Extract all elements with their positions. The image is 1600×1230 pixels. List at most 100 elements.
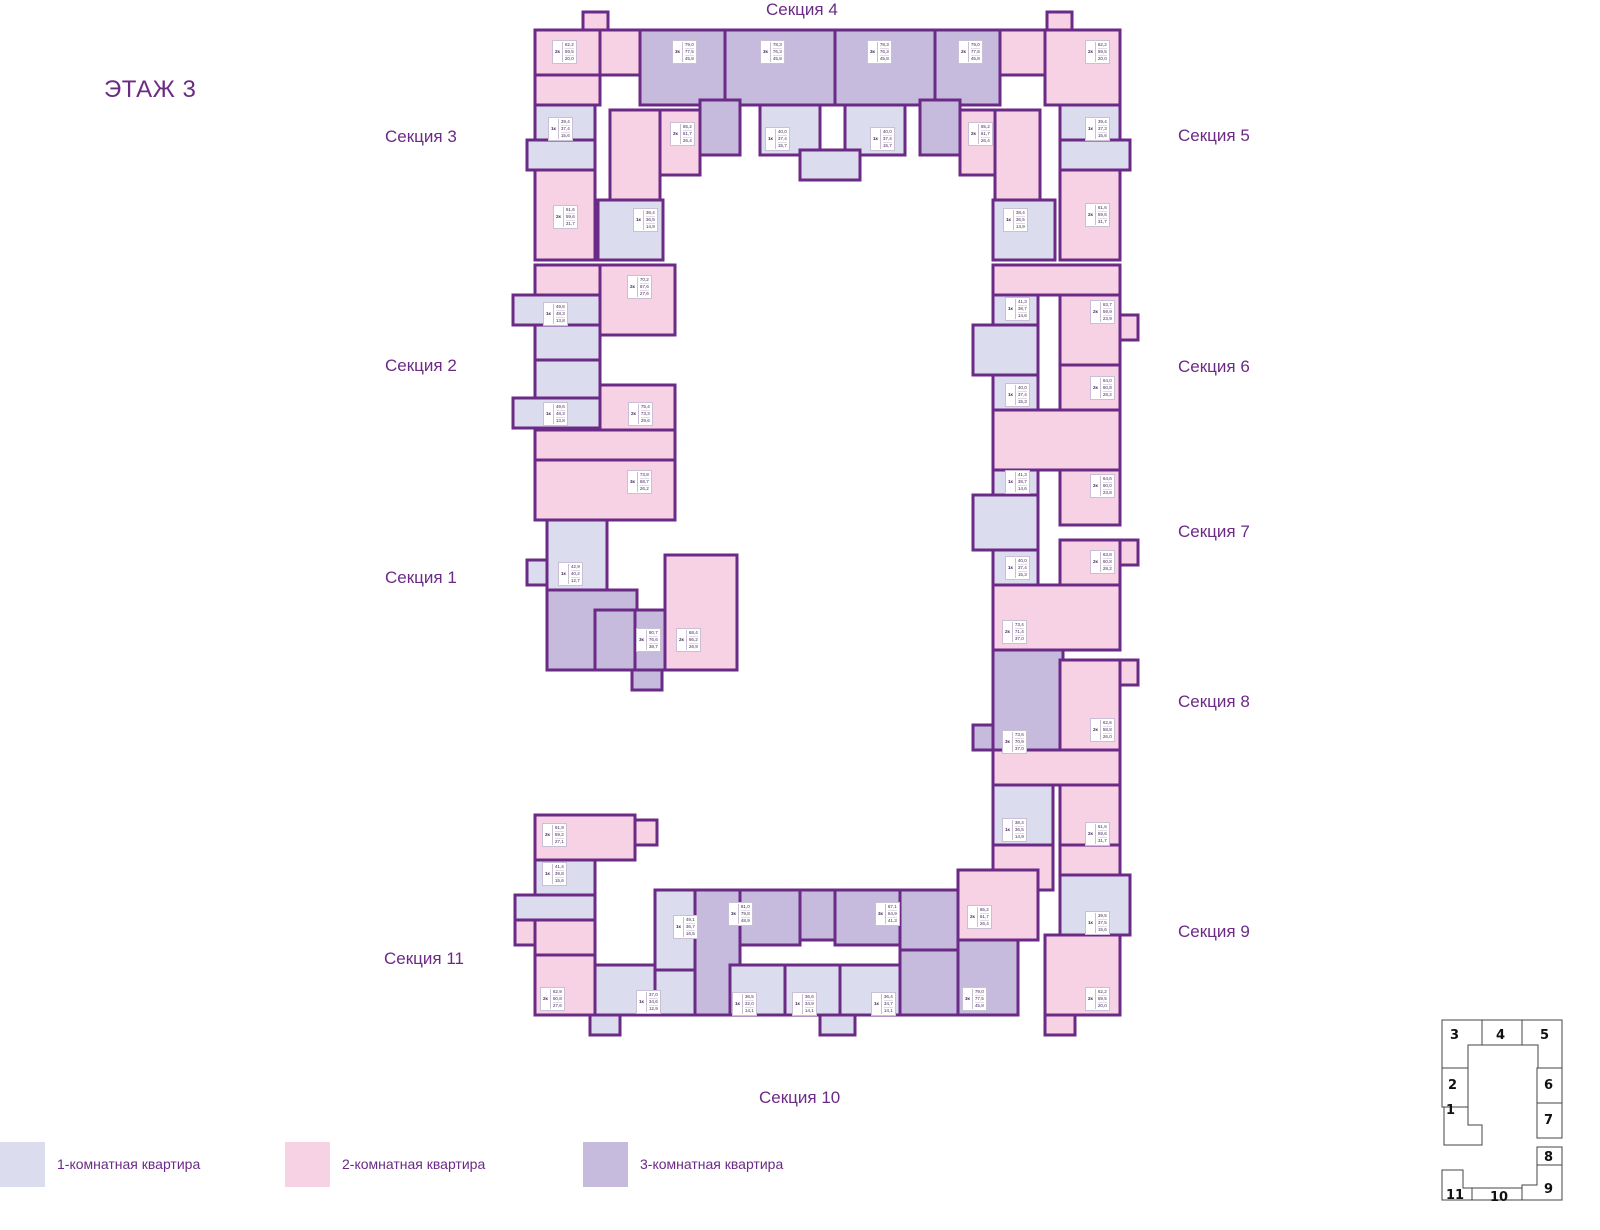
apartment-room-block[interactable] [653,968,697,1017]
apartment-room-block[interactable] [513,918,537,947]
apartment-room-block[interactable] [630,668,664,692]
apartment-label[interactable]: 2к 63,8 60,8 28,2 [1090,550,1115,574]
apartment-label[interactable]: 2к 79,0 77,5 45,8 [958,40,983,64]
apartment-room-block[interactable] [798,148,862,182]
apartment-room-block[interactable] [1043,1013,1077,1037]
apartment-room-block[interactable] [638,28,727,107]
apartment-label[interactable]: 3к 81,0 79,8 48,9 [728,902,753,926]
apartment-room-block[interactable] [533,918,597,957]
apartment-label[interactable]: 1к 49,1 36,7 16,5 [673,915,698,939]
apartment-room-block[interactable] [918,98,962,157]
apartment-room-block[interactable] [698,98,742,157]
section-label-10[interactable]: Секция 10 [759,1088,841,1107]
apartment-room-block[interactable] [971,723,995,752]
apartment-label[interactable]: 1к 39,5 37,5 15,6 [1085,911,1110,935]
apartment-room-block[interactable] [991,748,1122,787]
apartment-label[interactable]: 1к 36,6 34,9 14,1 [792,992,817,1016]
apartment-label[interactable]: 1к 38,4 36,5 14,9 [1002,818,1027,842]
section-label-8[interactable]: Секция 8 [1178,692,1250,711]
apartment-room-block[interactable] [588,1013,622,1037]
apartment-label[interactable]: 1к 40,0 37,4 15,3 [1005,556,1030,580]
minimap-section-2[interactable]: 2 [1448,1078,1458,1093]
section-label-3[interactable]: Секция 3 [385,127,457,146]
apartment-room-block[interactable] [738,888,802,947]
apartment-room-block[interactable] [1118,538,1140,567]
apartment-room-block[interactable] [1058,138,1132,172]
apartment-label[interactable]: 2к 64,0 60,8 28,2 [1090,376,1115,400]
apartment-label[interactable]: 1к 36,5 32,0 14,1 [732,992,757,1016]
apartment-room-block[interactable] [533,428,677,462]
apartment-room-block[interactable] [818,1013,857,1037]
apartment-room-block[interactable] [1118,658,1140,687]
apartment-label[interactable]: 1к 42,9 40,2 12,7 [558,562,583,586]
apartment-label[interactable]: 1к 40,0 37,4 15,3 [1005,383,1030,407]
apartment-room-block[interactable] [533,168,597,262]
apartment-label[interactable]: 2к 73,4 71,4 37,0 [1002,620,1027,644]
apartment-label[interactable]: 2к 68,4 66,2 26,9 [676,628,701,652]
apartment-label[interactable]: 3к 78,3 76,3 45,8 [760,40,785,64]
minimap-section-1[interactable]: 1 [1446,1103,1456,1118]
apartment-label[interactable]: 2к 62,6 58,8 26,0 [1090,718,1115,742]
apartment-label[interactable]: 2к 62,2 59,5 20,0 [1085,40,1110,64]
apartment-label[interactable]: 1к 39,4 37,4 15,6 [548,117,573,141]
apartment-label[interactable]: 1к 41,4 39,8 15,6 [542,862,567,886]
apartment-label[interactable]: 1к 38,4 36,5 14,9 [1003,208,1028,232]
apartment-room-block[interactable] [598,28,642,77]
minimap-section-8[interactable]: 8 [1544,1150,1554,1165]
apartment-room-block[interactable] [608,108,662,202]
apartment-label[interactable]: 3к 73,6 70,9 37,0 [1002,730,1027,754]
apartment-label[interactable]: 1к 39,4 37,3 15,6 [1085,117,1110,141]
apartment-label[interactable]: 3к 78,3 76,3 45,8 [867,40,892,64]
apartment-room-block[interactable] [798,888,837,942]
apartment-room-block[interactable] [525,138,597,172]
minimap-section-10[interactable]: 10 [1490,1190,1509,1205]
apartment-room-block[interactable] [533,73,602,107]
apartment-room-block[interactable] [513,893,597,922]
apartment-label[interactable]: 2к 65,2 61,7 26,4 [670,122,695,146]
section-label-5[interactable]: Секция 5 [1178,126,1250,145]
section-label-6[interactable]: Секция 6 [1178,357,1250,376]
apartment-room-block[interactable] [533,458,677,522]
apartment-label[interactable]: 3к 80,7 76,6 38,7 [636,628,661,652]
apartment-room-block[interactable] [1043,933,1122,1017]
apartment-label[interactable]: 2к 62,2 59,5 20,0 [1085,987,1110,1011]
apartment-room-block[interactable] [1118,313,1140,342]
minimap-section-4[interactable]: 4 [1496,1028,1506,1043]
apartment-label[interactable]: 3к 73,8 68,7 26,2 [627,470,652,494]
apartment-room-block[interactable] [991,408,1122,472]
section-label-7[interactable]: Секция 7 [1178,522,1250,541]
apartment-label[interactable]: 2к 62,9 60,8 27,6 [540,987,565,1011]
apartment-label[interactable]: 2к 70,2 67,6 27,6 [627,275,652,299]
apartment-label[interactable]: 2к 64,6 60,0 23,8 [1090,474,1115,498]
section-label-9[interactable]: Секция 9 [1178,922,1250,941]
minimap-section-3[interactable]: 3 [1450,1028,1460,1043]
section-label-11[interactable]: Секция 11 [384,949,464,968]
apartment-room-block[interactable] [533,323,602,362]
section-label-4[interactable]: Секция 4 [766,0,838,19]
minimap-section-7[interactable]: 7 [1544,1113,1554,1128]
section-label-2[interactable]: Секция 2 [385,356,457,375]
apartment-room-block[interactable] [993,108,1042,202]
apartment-label[interactable]: 1к 37,0 34,6 12,9 [636,990,661,1014]
apartment-label[interactable]: 2к 61,6 59,6 31,7 [1085,203,1110,227]
apartment-room-block[interactable] [525,558,549,587]
apartment-room-block[interactable] [898,888,960,952]
apartment-label[interactable]: 2к 65,2 61,7 26,4 [968,122,993,146]
apartment-room-block[interactable] [533,358,602,402]
apartment-label[interactable]: 3к 79,0 77,5 45,8 [672,40,697,64]
apartment-room-block[interactable] [533,263,602,297]
apartment-label[interactable]: 1к 36,4 34,7 14,1 [871,992,896,1016]
apartment-room-block[interactable] [898,948,960,1017]
apartment-room-block[interactable] [593,608,637,672]
minimap-section-5[interactable]: 5 [1540,1028,1550,1043]
apartment-room-block[interactable] [971,493,1040,552]
minimap-section-6[interactable]: 6 [1544,1078,1554,1093]
apartment-label[interactable]: 1к 40,0 37,4 15,7 [765,127,790,151]
apartment-label[interactable]: 2к 61,6 59,6 31,7 [553,205,578,229]
apartment-label[interactable]: 2к 62,2 59,5 20,0 [552,40,577,64]
minimap-section-9[interactable]: 9 [1544,1182,1554,1197]
apartment-room-block[interactable] [991,263,1122,297]
apartment-label[interactable]: 3к 79,0 77,5 45,8 [962,987,987,1011]
apartment-label[interactable]: 1к 41,3 38,7 14,6 [1005,470,1030,494]
apartment-room-block[interactable] [971,323,1040,377]
